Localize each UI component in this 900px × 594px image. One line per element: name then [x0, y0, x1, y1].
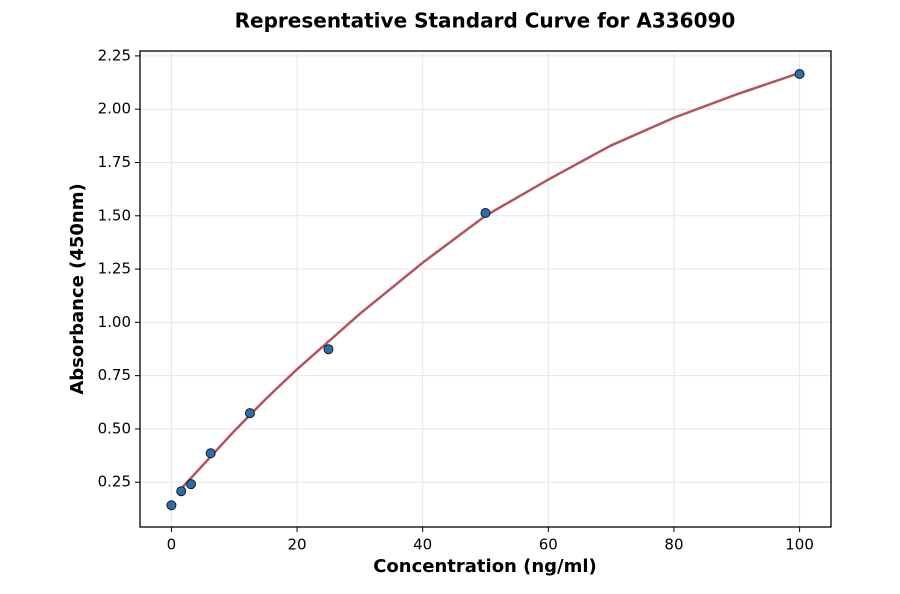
y-tick-label: 2.00 [98, 100, 131, 118]
y-tick-label: 0.25 [98, 473, 131, 491]
data-point [186, 479, 197, 490]
y-tick-label: 1.00 [98, 313, 131, 331]
y-tick-label: 2.25 [98, 46, 131, 64]
data-point [794, 69, 805, 80]
x-tick-label: 40 [413, 536, 432, 554]
data-point [166, 500, 177, 511]
data-point [244, 408, 255, 419]
x-axis-label: Concentration (ng/ml) [373, 556, 597, 577]
y-axis-label: Absorbance (450nm) [67, 183, 88, 394]
y-tick-label: 0.75 [98, 366, 131, 384]
x-tick-label: 20 [287, 536, 306, 554]
x-tick-label: 100 [785, 536, 814, 554]
data-point [205, 448, 216, 459]
data-point [176, 486, 187, 497]
chart-title: Representative Standard Curve for A33609… [235, 9, 736, 33]
y-tick-label: 1.50 [98, 206, 131, 224]
y-tick-label: 1.25 [98, 260, 131, 278]
data-point [480, 208, 491, 219]
y-tick-label: 0.50 [98, 419, 131, 437]
fit-curve [180, 71, 800, 490]
x-tick-label: 0 [167, 536, 177, 554]
plot-frame [139, 50, 832, 528]
x-tick-label: 60 [539, 536, 558, 554]
data-point [323, 344, 334, 355]
x-tick-label: 80 [664, 536, 683, 554]
y-tick-label: 1.75 [98, 153, 131, 171]
